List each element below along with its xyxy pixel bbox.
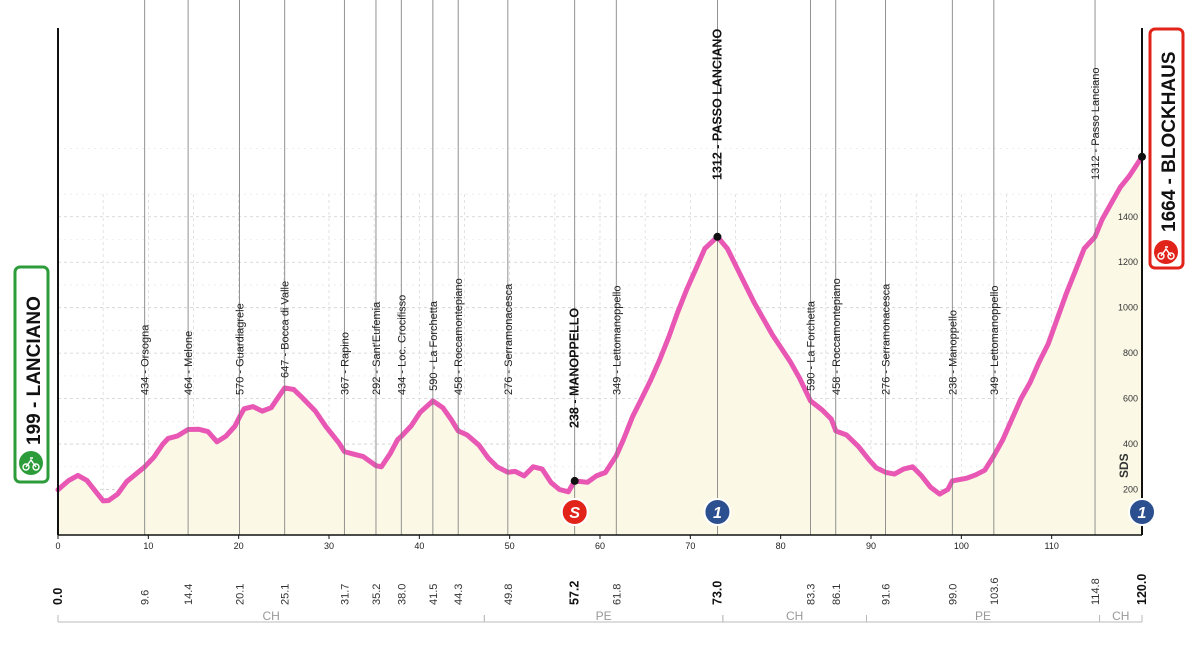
km-label: 20.1 bbox=[235, 584, 247, 605]
waypoint-label: 238 - Manoppello bbox=[947, 310, 959, 395]
x-tick-label: 80 bbox=[776, 541, 786, 551]
area-layer bbox=[55, 154, 1145, 536]
finish-badge: 1664 - BLOCKHAUS bbox=[1148, 27, 1185, 270]
finish-cyclist-icon bbox=[1154, 240, 1178, 264]
sprint-marker-icon bbox=[560, 498, 589, 526]
region-label: PE bbox=[975, 609, 991, 623]
start-badge-frame bbox=[13, 265, 50, 484]
km-label: 61.8 bbox=[611, 584, 623, 605]
km-label: 49.8 bbox=[503, 584, 515, 605]
km-label: 83.3 bbox=[805, 584, 817, 605]
km-label: 99.0 bbox=[947, 584, 959, 605]
waypoint-label: 238 - MANOPPELLO bbox=[568, 308, 582, 428]
waypoint-label: 349 - Lettomanoppello bbox=[989, 286, 1001, 395]
km-label: 86.1 bbox=[831, 584, 843, 605]
waypoint-label: 1312 - PASSO LANCIANO bbox=[710, 29, 724, 180]
summit-dot bbox=[570, 476, 579, 485]
x-tick-label: 20 bbox=[234, 541, 244, 551]
y-tick-label: 600 bbox=[1123, 394, 1138, 404]
profile-line bbox=[55, 154, 1145, 504]
waypoint-label: 590 - La Forchetta bbox=[428, 300, 440, 391]
waypoint-label: 458 - Roccamontepiano bbox=[453, 278, 465, 395]
y-tick-label: 200 bbox=[1123, 485, 1138, 495]
waypoint-label: 434 - Loc. Crocifisso bbox=[396, 295, 408, 395]
sprint-marker-text: S bbox=[569, 505, 580, 522]
start-cyclist-glyph bbox=[22, 457, 40, 471]
x-tick-label: 60 bbox=[595, 541, 605, 551]
x-tick-label: 40 bbox=[414, 541, 424, 551]
waypoint-label: 590 - La Forchetta bbox=[805, 300, 817, 391]
region-label: PE bbox=[596, 609, 612, 623]
y-tick-label: 400 bbox=[1123, 439, 1138, 449]
waypoint-label: 570 - Guardiagrele bbox=[235, 303, 247, 395]
km-label: 25.1 bbox=[280, 584, 292, 605]
y-tick-label: 1400 bbox=[1118, 212, 1138, 222]
km-label: 103.6 bbox=[989, 577, 1001, 605]
kom-marker-icon bbox=[703, 498, 732, 526]
km-label: 57.2 bbox=[568, 581, 582, 605]
km-label: 14.4 bbox=[183, 584, 195, 605]
km-label: 73.0 bbox=[710, 581, 724, 605]
y-tick-label: 1000 bbox=[1118, 303, 1138, 313]
watermark-logo: SDS bbox=[1117, 453, 1131, 478]
waypoint-label: 464 - Melone bbox=[183, 331, 195, 395]
start-cyclist-icon bbox=[19, 451, 43, 475]
x-tick-label: 30 bbox=[324, 541, 334, 551]
profile-area-fill bbox=[58, 156, 1142, 536]
kom-marker-text: 1 bbox=[1138, 505, 1147, 522]
waypoint-lines-layer bbox=[144, 0, 1096, 535]
km-label: 9.6 bbox=[140, 590, 152, 605]
waypoint-label: 647 - Bocca di Valle bbox=[280, 281, 292, 378]
kom-marker-icon bbox=[1128, 498, 1156, 526]
x-tick-label: 70 bbox=[685, 541, 695, 551]
x-tick-label: 100 bbox=[954, 541, 969, 551]
start-badge: 199 - LANCIANO bbox=[13, 265, 50, 484]
km-label: 91.6 bbox=[880, 584, 892, 605]
summit-dot bbox=[713, 232, 722, 241]
waypoint-label: 276 - Serramonacesca bbox=[880, 283, 892, 395]
region-label: CH bbox=[786, 609, 803, 623]
y-tick-label: 800 bbox=[1123, 348, 1138, 358]
x-tick-label: 50 bbox=[505, 541, 515, 551]
waypoint-label: 367 - Rapino bbox=[339, 332, 351, 395]
region-label: CH bbox=[263, 609, 280, 623]
waypoint-label: 349 - Lettomanoppello bbox=[611, 286, 623, 395]
axis-layer: 200 400 600 800 1000 1200 1400 0 10 20 30 40 50 60 70 8… bbox=[51, 28, 1149, 623]
finish-badge-frame bbox=[1148, 27, 1185, 270]
km-label: 38.0 bbox=[396, 584, 408, 605]
y-tick-label: 1200 bbox=[1118, 257, 1138, 267]
km-label: 41.5 bbox=[428, 584, 440, 605]
x-tick-label: 90 bbox=[866, 541, 876, 551]
waypoint-label: 458 - Roccamontepiano bbox=[831, 278, 843, 395]
km-label: 44.3 bbox=[453, 584, 465, 605]
km-label: 114.8 bbox=[1090, 578, 1102, 605]
x-tick-label: 0 bbox=[55, 541, 60, 551]
waypoint-label: 434 - Orsogna bbox=[140, 324, 152, 395]
x-tick-label: 110 bbox=[1044, 541, 1058, 551]
waypoint-label: 276 - Serramonacesca bbox=[503, 283, 515, 395]
kom-marker-text: 1 bbox=[713, 505, 722, 522]
km-label: 35.2 bbox=[371, 584, 383, 605]
start-label: 199 - LANCIANO bbox=[24, 296, 45, 445]
waypoint-label: 292 - Sant'Eufemia bbox=[371, 301, 383, 395]
km-label: 0.0 bbox=[51, 588, 65, 605]
marks-layer: 434 - Orsogna 464 - Melone 570 - Guardiagr… bbox=[13, 27, 1185, 526]
waypoint-label: 1312 - Passo Lanciano bbox=[1090, 67, 1102, 180]
km-label: 120.0 bbox=[1135, 574, 1149, 605]
finish-dot bbox=[1138, 152, 1146, 161]
finish-cyclist-glyph bbox=[1157, 246, 1175, 260]
region-label: CH bbox=[1112, 609, 1129, 623]
finish-label: 1664 - BLOCKHAUS bbox=[1159, 51, 1180, 232]
km-label: 31.7 bbox=[339, 584, 351, 605]
x-tick-label: 10 bbox=[143, 541, 153, 551]
